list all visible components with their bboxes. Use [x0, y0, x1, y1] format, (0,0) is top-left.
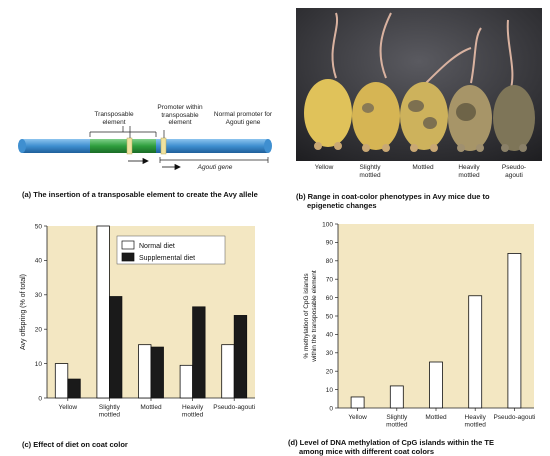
y-tick-label: 100: [322, 221, 333, 228]
label-normal-promoter: Normal promoter for Agouti gene: [213, 111, 273, 126]
mouse-label-yellow: Yellow: [314, 164, 334, 171]
normal-promoter: [160, 137, 167, 155]
legend-swatch-normal-diet: [121, 240, 135, 250]
mouse-label-pseudo-agouti: Pseudo-agouti: [501, 164, 527, 179]
x-tick-label-pseudo-agouti: Pseudo-agouti: [493, 414, 535, 421]
label-promoter-within-te: Promoter within transposable element: [157, 104, 203, 126]
transposable-element: [90, 139, 156, 153]
bar-supplemental-diet-slightly-mottled: [109, 296, 123, 399]
bar-normal-diet-mottled: [138, 344, 152, 399]
y-tick-label: 30: [35, 292, 43, 299]
x-tick-label-yellow: Yellow: [348, 414, 367, 421]
mouse-slightly-mottled: [352, 82, 400, 150]
y-tick-label: 20: [326, 369, 334, 376]
x-tick-label-mottled: Mottled: [425, 414, 447, 421]
bar-supplemental-diet-pseudo-agouti: [233, 315, 248, 399]
diet-effect-chart: 0 10 20 30 40 50 Avy offspring (% of total) Yel…: [20, 223, 255, 419]
mouse-pseudo-agouti: [493, 85, 535, 151]
bar-normal-diet-slightly-mottled: [96, 225, 110, 399]
bar-normal-diet-pseudo-agouti: [221, 344, 235, 399]
gene-bar-left: [22, 139, 90, 153]
y-axis-label: Avy offspring (% of total): [20, 274, 27, 350]
bar-supplemental-diet-heavily-mottled: [192, 306, 206, 399]
x-tick-label-pseudo-agouti: Pseudo-agouti: [213, 404, 255, 411]
label-transposable-element: Transposable element: [94, 111, 134, 126]
transposon-diagram: [18, 126, 272, 171]
x-tick-label-heavily-mottled: Heavily mottled: [465, 414, 487, 429]
caption-b: (b) Range in coat-color phenotypes in Av…: [296, 192, 490, 210]
bar-methylation-mottled: [429, 361, 443, 409]
y-tick-label: 70: [326, 277, 334, 284]
y-tick-label: 80: [326, 258, 334, 265]
promoter-within-te: [126, 137, 133, 155]
mouse-yellow: [304, 79, 352, 147]
panel-d: 0 10 20 30 40 50 60 70 80 90 100 % methylation of C…: [278, 218, 550, 456]
gene-bar-right: [156, 139, 268, 153]
panel-b: Yellow Slightly mottled Mottled Heavily …: [296, 8, 546, 213]
mouse-label-heavily-mottled: Heavily mottled: [458, 164, 480, 179]
mouse-mottled: [400, 82, 448, 150]
y-tick-label: 60: [326, 295, 334, 302]
bar-methylation-pseudo-agouti: [507, 253, 522, 409]
x-tick-label-heavily-mottled: Heavily mottled: [182, 404, 204, 419]
bar-methylation-slightly-mottled: [389, 385, 404, 409]
legend-swatch-supplemental-diet: [121, 252, 135, 262]
y-tick-label: 50: [35, 223, 43, 230]
bar-normal-diet-heavily-mottled: [179, 364, 194, 399]
y-tick-label: 10: [35, 361, 43, 368]
methylation-chart: 0 10 20 30 40 50 60 70 80 90 100 % methylation of C…: [303, 221, 535, 429]
label-agouti-gene: Agouti gene: [197, 164, 233, 171]
y-tick-label: 20: [35, 327, 43, 334]
caption-d: (d) Level of DNA methylation of CpG isla…: [288, 438, 494, 456]
y-tick-label: 10: [326, 387, 334, 394]
y-tick-label: 30: [326, 350, 334, 357]
caption-c: (c) Effect of diet on coat color: [22, 440, 128, 449]
x-tick-label-yellow: Yellow: [59, 404, 78, 411]
y-axis-label: % methylation of CpG islandswithin the t…: [303, 270, 318, 363]
legend: [116, 235, 226, 265]
y-tick-label: 50: [326, 313, 334, 320]
x-tick-label-mottled: Mottled: [140, 404, 162, 411]
bar-supplemental-diet-yellow: [67, 378, 81, 399]
caption-a: (a) The insertion of a transposable elem…: [22, 190, 258, 199]
mouse-photo: [296, 8, 542, 161]
x-tick-label-slightly-mottled: Slightly mottled: [99, 404, 121, 419]
legend-label-normal-diet: Normal diet: [139, 243, 175, 250]
mouse-label-mottled: Mottled: [412, 164, 434, 171]
bar-normal-diet-yellow: [54, 363, 69, 399]
y-tick-label: 0: [329, 405, 333, 412]
transcription-arrow-te: [128, 157, 149, 165]
y-tick-label: 0: [38, 395, 42, 402]
transcription-arrow-normal: [162, 163, 181, 171]
y-tick-label: 40: [35, 258, 43, 265]
bar-supplemental-diet-mottled: [150, 346, 164, 399]
bar-methylation-heavily-mottled: [468, 295, 483, 409]
y-tick-label: 90: [326, 240, 334, 247]
legend-label-supplemental-diet: Supplemental diet: [139, 255, 195, 262]
x-tick-label-slightly-mottled: Slightly mottled: [386, 414, 408, 429]
panel-a: Transposable element Promoter within tra…: [0, 0, 280, 205]
mouse-label-slightly-mottled: Slightly mottled: [359, 164, 381, 179]
bar-methylation-yellow: [350, 396, 365, 409]
y-tick-label: 40: [326, 332, 334, 339]
panel-c: 0 10 20 30 40 50 Avy offspring (% of total) Yel…: [0, 218, 270, 456]
mice-illustration: [296, 8, 542, 161]
